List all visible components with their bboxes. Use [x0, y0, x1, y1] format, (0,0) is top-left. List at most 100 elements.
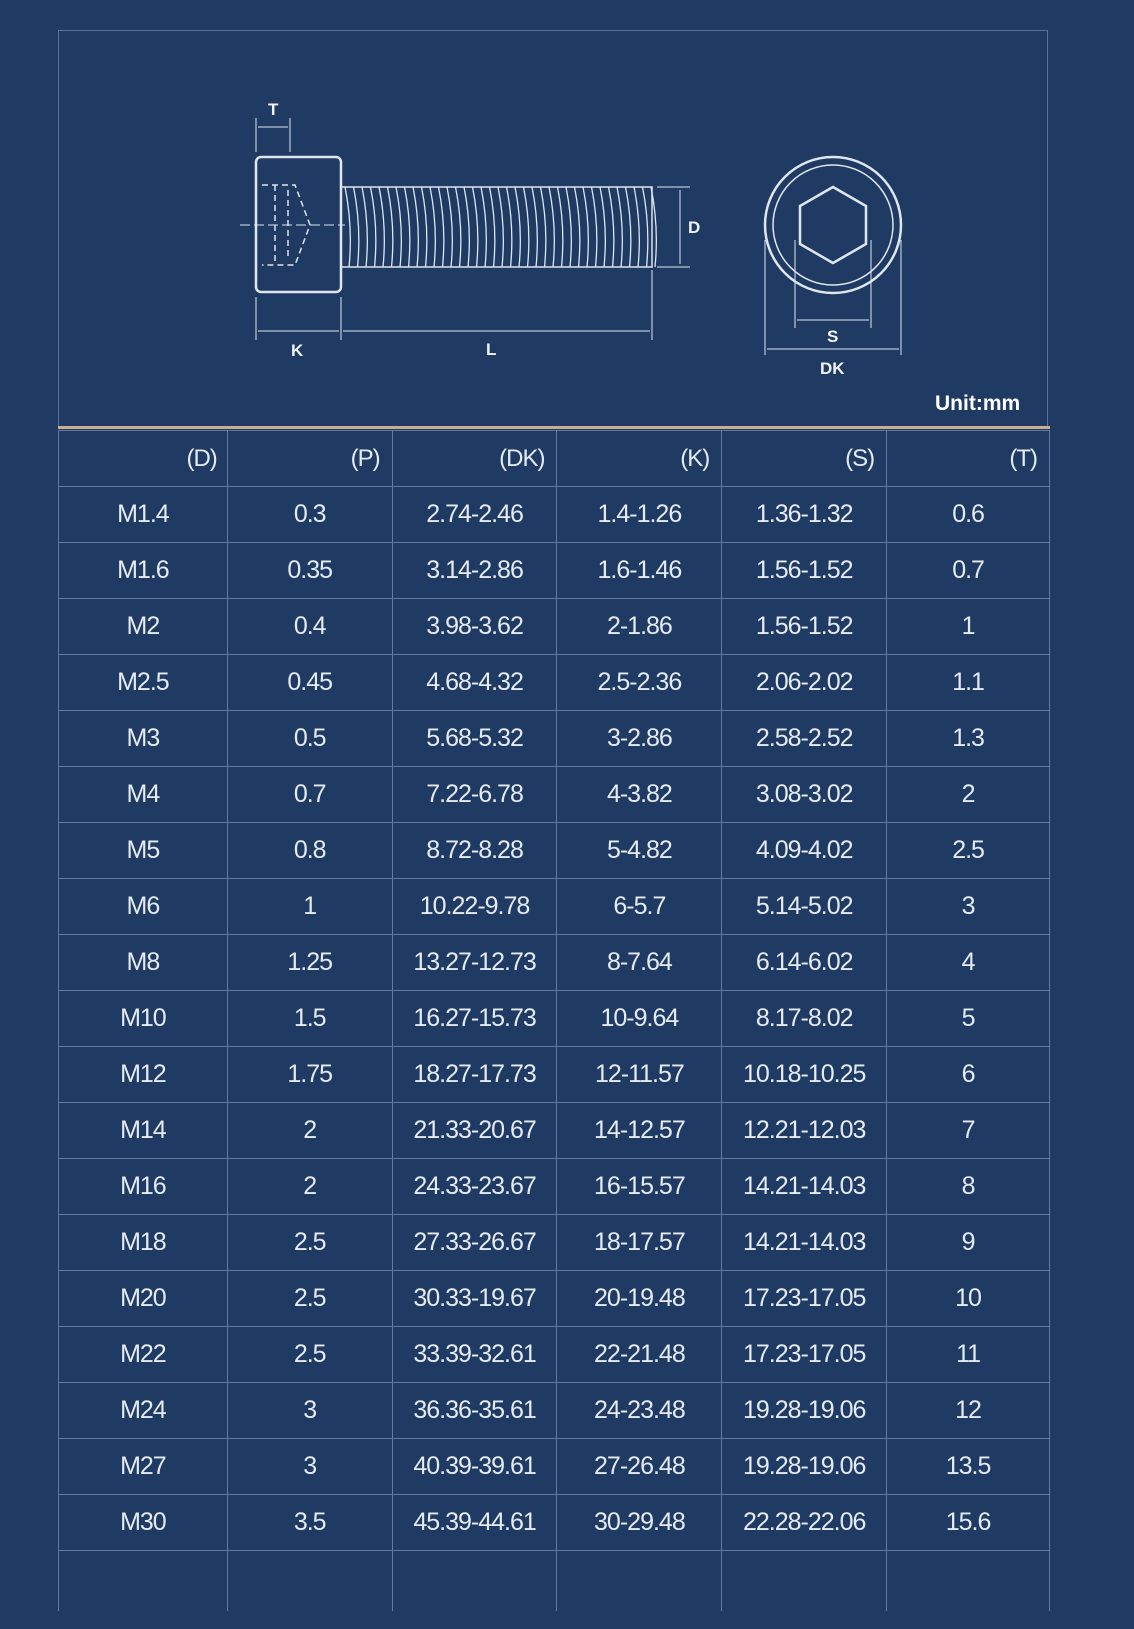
cell-d: M5 — [58, 822, 228, 879]
cell-t: 1 — [886, 598, 1050, 655]
cell-t: 1.3 — [886, 710, 1050, 767]
cell-p: 0.7 — [226, 766, 393, 823]
cell-d: M10 — [58, 990, 228, 1047]
cell-empty — [58, 1550, 228, 1611]
cell-k: 2-1.86 — [556, 598, 723, 655]
cell-s: 3.08-3.02 — [721, 766, 888, 823]
cell-p: 3.5 — [226, 1494, 393, 1551]
unit-label: Unit:mm — [935, 392, 1021, 415]
label-d: D — [688, 218, 700, 237]
cell-dk: 7.22-6.78 — [391, 766, 558, 823]
table-row-empty — [58, 1550, 1050, 1611]
label-s: S — [827, 327, 838, 346]
cell-d: M30 — [58, 1494, 228, 1551]
cell-d: M6 — [58, 878, 228, 935]
cell-dk: 27.33-26.67 — [391, 1214, 558, 1271]
cell-t: 11 — [886, 1326, 1050, 1383]
cell-k: 5-4.82 — [556, 822, 723, 879]
cell-k: 10-9.64 — [556, 990, 723, 1047]
cell-p: 2.5 — [226, 1214, 393, 1271]
cell-d: M12 — [58, 1046, 228, 1103]
cell-s: 1.36-1.32 — [721, 486, 888, 543]
cell-t: 1.1 — [886, 654, 1050, 711]
cell-s: 5.14-5.02 — [721, 878, 888, 935]
table-row: M30 3.5 45.39-44.61 30-29.48 22.28-22.06 15.6 — [58, 1494, 1050, 1551]
cell-p: 2 — [226, 1158, 393, 1215]
cell-empty — [721, 1550, 888, 1611]
cell-dk: 2.74-2.46 — [391, 486, 558, 543]
header-s: (S) — [721, 430, 888, 487]
cell-t: 9 — [886, 1214, 1050, 1271]
cell-t: 12 — [886, 1382, 1050, 1439]
cell-dk: 40.39-39.61 — [391, 1438, 558, 1495]
cell-k: 18-17.57 — [556, 1214, 723, 1271]
cell-k: 4-3.82 — [556, 766, 723, 823]
cell-dk: 45.39-44.61 — [391, 1494, 558, 1551]
cell-dk: 13.27-12.73 — [391, 934, 558, 991]
cell-p: 0.4 — [226, 598, 393, 655]
cell-p: 0.3 — [226, 486, 393, 543]
cell-d: M16 — [58, 1158, 228, 1215]
cell-k: 20-19.48 — [556, 1270, 723, 1327]
table-row: M8 1.25 13.27-12.73 8-7.64 6.14-6.02 4 — [58, 934, 1050, 991]
hex-socket-icon — [798, 185, 868, 265]
cell-dk: 21.33-20.67 — [391, 1102, 558, 1159]
screw-diagram: T D K L S DK — [240, 100, 903, 378]
table-row: M1.6 0.35 3.14-2.86 1.6-1.46 1.56-1.52 0.7 — [58, 542, 1050, 599]
cell-k: 22-21.48 — [556, 1326, 723, 1383]
cell-empty — [226, 1550, 393, 1611]
cell-p: 2 — [226, 1102, 393, 1159]
cell-k: 14-12.57 — [556, 1102, 723, 1159]
cell-dk: 30.33-19.67 — [391, 1270, 558, 1327]
cell-d: M1.4 — [58, 486, 228, 543]
cell-t: 15.6 — [886, 1494, 1050, 1551]
cell-dk: 24.33-23.67 — [391, 1158, 558, 1215]
cell-d: M18 — [58, 1214, 228, 1271]
cell-t: 5 — [886, 990, 1050, 1047]
cell-s: 17.23-17.05 — [721, 1326, 888, 1383]
cell-s: 12.21-12.03 — [721, 1102, 888, 1159]
cell-empty — [391, 1550, 558, 1611]
header-k: (K) — [556, 430, 723, 487]
cell-s: 14.21-14.03 — [721, 1158, 888, 1215]
cell-dk: 36.36-35.61 — [391, 1382, 558, 1439]
cell-d: M2.5 — [58, 654, 228, 711]
cell-p: 2.5 — [226, 1326, 393, 1383]
table-row: M2.5 0.45 4.68-4.32 2.5-2.36 2.06-2.02 1.1 — [58, 654, 1050, 711]
cell-d: M27 — [58, 1438, 228, 1495]
diagram-panel — [58, 30, 1048, 426]
label-l: L — [486, 340, 496, 359]
label-t: T — [268, 100, 279, 119]
cell-s: 14.21-14.03 — [721, 1214, 888, 1271]
cell-t: 2.5 — [886, 822, 1050, 879]
cell-d: M14 — [58, 1102, 228, 1159]
cell-dk: 18.27-17.73 — [391, 1046, 558, 1103]
header-t: (T) — [886, 430, 1050, 487]
header-dk: (DK) — [391, 430, 558, 487]
cell-s: 6.14-6.02 — [721, 934, 888, 991]
cell-dk: 10.22-9.78 — [391, 878, 558, 935]
table-row: M27 3 40.39-39.61 27-26.48 19.28-19.06 13.5 — [58, 1438, 1050, 1495]
cell-empty — [886, 1550, 1050, 1611]
table-row: M5 0.8 8.72-8.28 5-4.82 4.09-4.02 2.5 — [58, 822, 1050, 879]
header-p: (P) — [226, 430, 393, 487]
cell-t: 4 — [886, 934, 1050, 991]
screw-threads — [344, 186, 657, 268]
table-row: M18 2.5 27.33-26.67 18-17.57 14.21-14.03 9 — [58, 1214, 1050, 1271]
cell-d: M22 — [58, 1326, 228, 1383]
cell-d: M4 — [58, 766, 228, 823]
table-row: M12 1.75 18.27-17.73 12-11.57 10.18-10.25 6 — [58, 1046, 1050, 1103]
cell-d: M20 — [58, 1270, 228, 1327]
table-row: M22 2.5 33.39-32.61 22-21.48 17.23-17.05 11 — [58, 1326, 1050, 1383]
cell-d: M3 — [58, 710, 228, 767]
cell-k: 3-2.86 — [556, 710, 723, 767]
cell-p: 3 — [226, 1438, 393, 1495]
cell-s: 4.09-4.02 — [721, 822, 888, 879]
cell-p: 1.5 — [226, 990, 393, 1047]
cell-s: 17.23-17.05 — [721, 1270, 888, 1327]
cell-s: 8.17-8.02 — [721, 990, 888, 1047]
cell-s: 22.28-22.06 — [721, 1494, 888, 1551]
cell-t: 8 — [886, 1158, 1050, 1215]
cell-p: 0.8 — [226, 822, 393, 879]
cell-k: 30-29.48 — [556, 1494, 723, 1551]
